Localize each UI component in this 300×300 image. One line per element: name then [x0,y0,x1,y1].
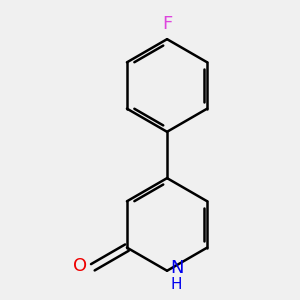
Text: F: F [162,15,172,33]
Text: O: O [74,257,88,275]
Text: N: N [170,259,184,277]
Text: H: H [170,278,182,292]
